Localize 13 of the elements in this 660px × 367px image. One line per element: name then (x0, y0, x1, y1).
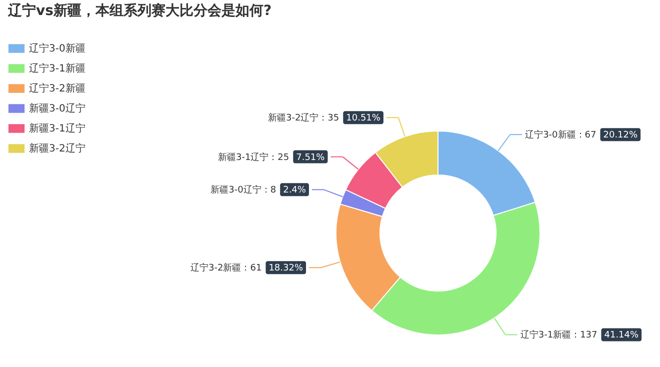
text: 辽宁3-0新疆：67 20.12% (525, 130, 638, 141)
legend-label: 新疆3-1辽宁 (29, 122, 86, 134)
legend-label: 新疆3-0辽宁 (29, 102, 86, 114)
chart-title: 辽宁vs新疆，本组系列赛大比分会是如何? (7, 2, 272, 19)
text: 新疆3-2辽宁：35 10.51% (268, 114, 380, 124)
legend-label: 辽宁3-0新疆 (29, 42, 86, 54)
text: 辽宁3-2新疆：61 18.32% (190, 264, 304, 274)
text: 新疆3-1辽宁：25 7.51% (218, 152, 325, 163)
legend-label: 新疆3-2辽宁 (29, 142, 86, 154)
text: 辽宁3-1新疆：137 41.14% (520, 330, 639, 341)
legend-label: 辽宁3-1新疆 (29, 62, 86, 74)
text: 新疆3-0辽宁：8 2.4% (210, 186, 306, 196)
legend-label: 辽宁3-2新疆 (29, 82, 86, 94)
